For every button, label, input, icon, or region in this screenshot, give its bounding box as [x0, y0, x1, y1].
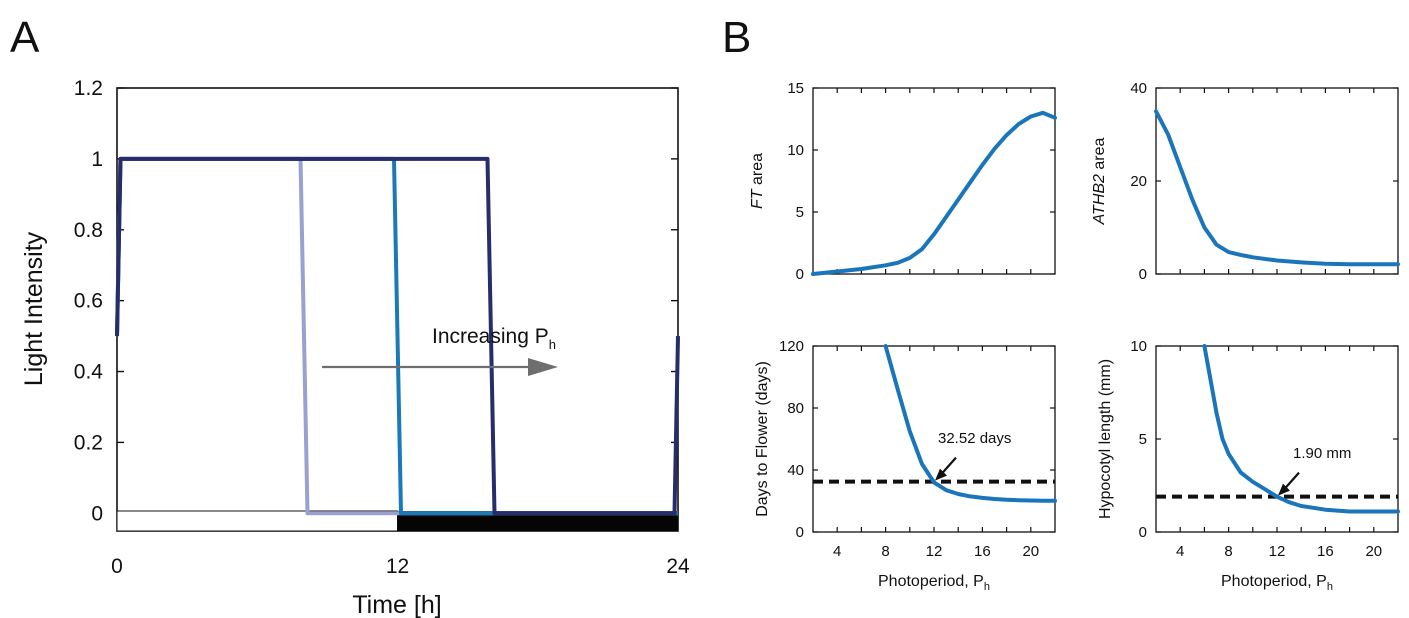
increasing-photoperiod-arrowhead: [528, 358, 558, 376]
panel-a-y-tick-label: 1: [91, 148, 103, 171]
y-tick-label: 0: [1139, 266, 1147, 283]
y-tick-label: 40: [787, 462, 804, 479]
days-to-flower-frame: [812, 345, 1056, 533]
hypocotyl-length-frame: [1155, 345, 1399, 533]
y-tick-label: 40: [1130, 80, 1147, 97]
athb2-area-frame: [1155, 87, 1399, 275]
hypocotyl-length-annotation: 1.90 mm: [1293, 445, 1351, 462]
panel-a-x-tick-label: 0: [111, 555, 123, 578]
x-tick-label: 16: [1317, 543, 1334, 560]
days-to-flower-y-axis-label: Days to Flower (days): [754, 361, 771, 517]
y-tick-label: 0: [796, 266, 804, 283]
days-to-flower-annotation: 32.52 days: [938, 430, 1011, 447]
y-tick-label: 15: [787, 80, 804, 97]
annotation-arrowhead: [935, 468, 947, 481]
panel-a-y-tick-label: 0.4: [74, 361, 104, 384]
data-curve: [1154, 109, 1400, 267]
panel-b-letter: B: [722, 13, 751, 62]
panel-a-light-intensity-chart: 0 0.2 0.4 0.6 0.8 1 1.2 0 12 24 Increasing Ph Tim…: [20, 77, 690, 618]
increasing-photoperiod-text: Increasing P: [432, 325, 549, 348]
ft-area-y-axis-label: FT area: [749, 153, 766, 209]
y-tick-label: 20: [1130, 173, 1147, 190]
panel-a-y-tick-label: 0.2: [74, 431, 103, 454]
athb2-area-y-axis-label: ATHB2 area: [1091, 137, 1108, 225]
hypocotyl-length-x-label-sub: h: [1327, 581, 1333, 593]
dark-period-bar: [397, 511, 678, 531]
panel-b-days-to-flower-chart: 4 8 12 16 20 0 40 80 120 32.52 days Photoperiod,…: [754, 338, 1057, 593]
panel-b-hypocotyl-length-chart: 4 8 12 16 20 0 5 10 1.90 mm Photoperiod, Ph Hyp…: [1097, 338, 1400, 593]
y-tick-label: 0: [796, 524, 804, 541]
x-tick-label: 20: [1022, 543, 1039, 560]
x-tick-label: 4: [833, 543, 841, 560]
hypocotyl-length-y-axis-label: Hypocotyl length (mm): [1097, 359, 1114, 519]
ft-area-y-label-italic: FT: [749, 188, 766, 209]
x-tick-label: 8: [881, 543, 889, 560]
y-tick-label: 0: [1139, 524, 1147, 541]
panel-a-x-tick-label: 12: [386, 555, 409, 578]
panel-a-letter: A: [10, 13, 40, 62]
panel-a-y-tick-label: 1.2: [74, 77, 103, 100]
y-tick-label: 5: [796, 204, 804, 221]
x-tick-label: 16: [974, 543, 991, 560]
ft-area-y-label-rest: area: [749, 153, 766, 190]
data-curve: [883, 344, 1057, 503]
panel-a-y-tick-label: 0.8: [74, 219, 103, 242]
annotation-arrowhead: [1278, 483, 1290, 496]
x-tick-label: 8: [1224, 543, 1232, 560]
y-tick-label: 80: [787, 400, 804, 417]
x-tick-label: 12: [1269, 543, 1286, 560]
days-to-flower-x-label-sub: h: [984, 581, 990, 593]
increasing-photoperiod-label: Increasing Ph: [432, 325, 556, 352]
x-tick-label: 4: [1176, 543, 1184, 560]
panel-a-x-axis-label: Time [h]: [352, 591, 441, 618]
light-curve-16h: [115, 156, 680, 516]
data-curve: [811, 110, 1057, 276]
data-curve: [1202, 344, 1400, 514]
days-to-flower-x-label-text: Photoperiod, P: [878, 573, 984, 590]
hypocotyl-length-x-label-text: Photoperiod, P: [1221, 573, 1327, 590]
y-tick-label: 120: [779, 338, 804, 355]
hypocotyl-length-x-axis-label: Photoperiod, Ph: [1221, 573, 1333, 593]
x-tick-label: 20: [1365, 543, 1382, 560]
athb2-area-y-label-rest: area: [1091, 137, 1108, 174]
panel-b-athb2-area-chart: 0 20 40 ATHB2 area: [1091, 80, 1400, 283]
panel-b-ft-area-chart: 0 5 10 15 FT area: [749, 80, 1057, 283]
panel-a-y-axis-label: Light Intensity: [20, 231, 48, 386]
x-tick-label: 12: [926, 543, 943, 560]
light-curve-12h: [115, 156, 678, 516]
days-to-flower-x-axis-label: Photoperiod, Ph: [878, 573, 990, 593]
y-tick-label: 10: [1130, 338, 1147, 355]
panel-a-y-tick-label: 0.6: [74, 290, 103, 313]
athb2-area-y-label-italic: ATHB2: [1091, 174, 1108, 225]
panel-a-x-tick-label: 24: [666, 555, 690, 578]
y-tick-label: 10: [787, 142, 804, 159]
increasing-photoperiod-subscript: h: [549, 337, 556, 352]
ft-area-frame: [812, 87, 1056, 275]
panel-a-y-tick-label: 0: [91, 502, 103, 525]
y-tick-label: 5: [1139, 431, 1147, 448]
